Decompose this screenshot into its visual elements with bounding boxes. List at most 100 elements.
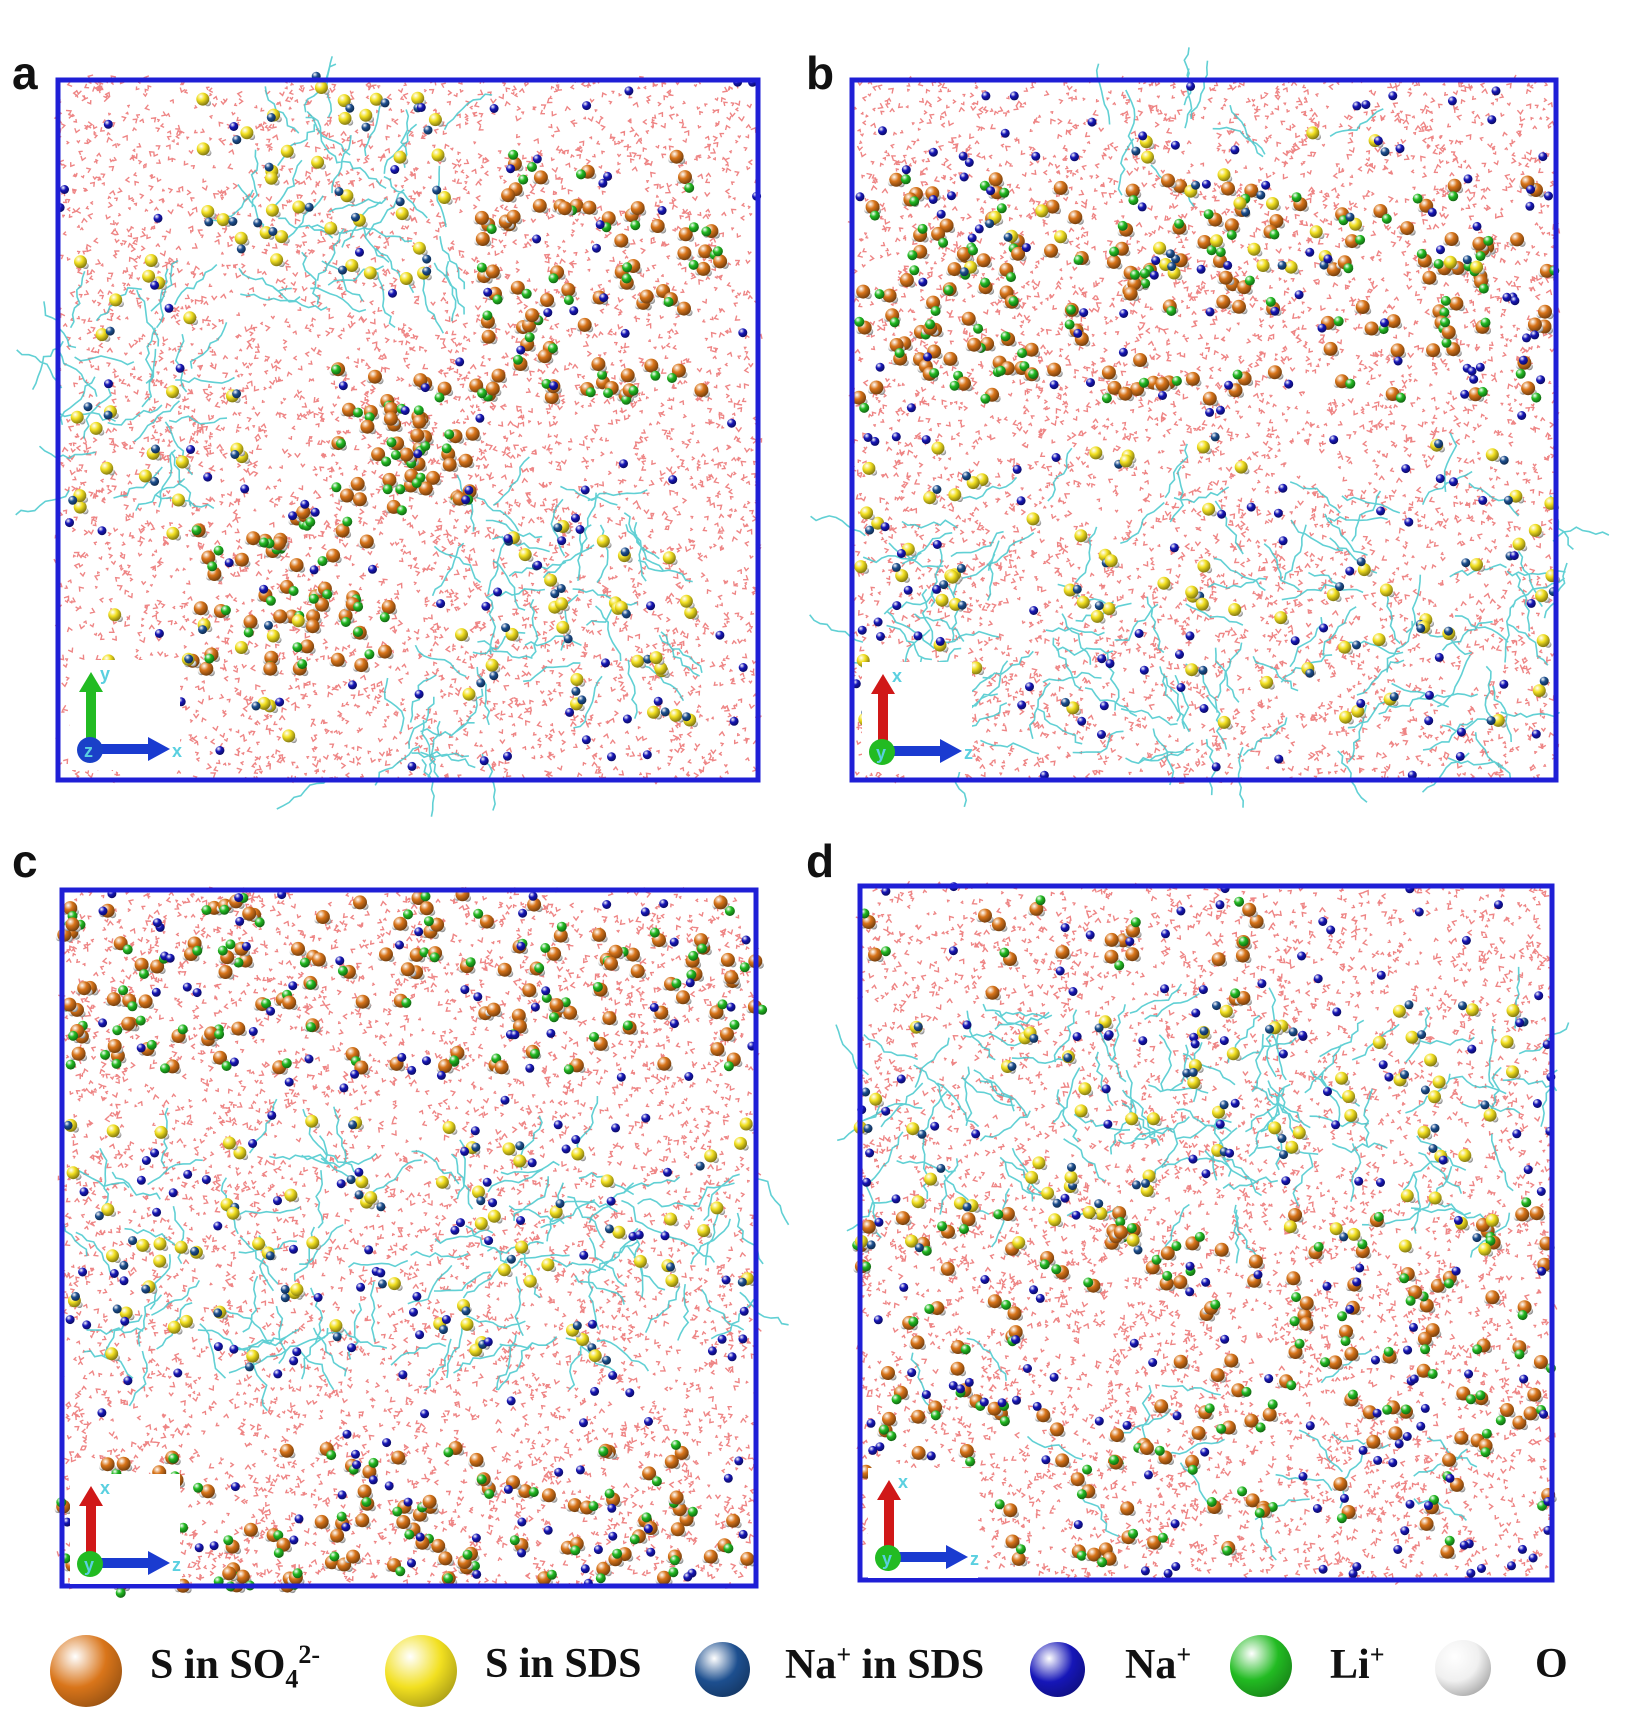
atom-s-so4 xyxy=(458,453,473,468)
axis-label-right: z xyxy=(970,1549,979,1569)
atom-s-sds xyxy=(306,1236,320,1250)
atom-li xyxy=(859,402,870,413)
atom-s-so4 xyxy=(1045,199,1060,214)
atom-na xyxy=(1519,1374,1529,1384)
atom-li xyxy=(1154,1445,1165,1456)
atom-na xyxy=(1199,704,1209,713)
atom-s-so4 xyxy=(1123,286,1138,301)
atom-li xyxy=(1244,275,1255,286)
atom-na xyxy=(964,1377,974,1387)
atom-na-sds xyxy=(1052,1198,1062,1208)
atom-li xyxy=(509,1535,520,1546)
atom-na xyxy=(959,172,969,182)
atom-s-so4 xyxy=(1441,325,1456,340)
atom-na xyxy=(580,1564,590,1574)
atom-na xyxy=(1329,435,1339,445)
axis-arrow-right xyxy=(92,744,152,754)
atom-na xyxy=(734,1456,744,1466)
atom-s-sds xyxy=(505,627,519,641)
atom-li xyxy=(1017,348,1028,359)
axis-label-right: x xyxy=(172,741,182,761)
atom-li xyxy=(530,1048,540,1059)
atom-na xyxy=(932,540,942,549)
atom-li xyxy=(1357,1239,1368,1250)
atom-li xyxy=(1171,376,1182,386)
atom-li xyxy=(1345,378,1356,389)
atom-s-sds xyxy=(109,293,123,307)
atom-li xyxy=(1130,269,1140,280)
atom-na xyxy=(234,893,244,903)
atom-s-so4 xyxy=(1029,901,1044,916)
atom-s-sds xyxy=(1405,1030,1419,1044)
atom-li xyxy=(1440,317,1451,328)
atom-na xyxy=(456,1218,465,1228)
atom-li xyxy=(1291,192,1302,203)
atom-li xyxy=(411,478,422,489)
atom-s-sds xyxy=(1104,554,1118,568)
atom-s-so4 xyxy=(1005,1534,1020,1549)
atom-li xyxy=(1320,1357,1331,1368)
atom-s-sds xyxy=(1351,704,1365,718)
atom-na xyxy=(592,243,601,253)
atom-na xyxy=(241,941,251,951)
atom-na-sds xyxy=(476,678,486,688)
atom-s-so4 xyxy=(1235,948,1250,963)
atom-s-so4 xyxy=(1521,381,1536,396)
atom-li xyxy=(1465,1394,1476,1405)
atom-na xyxy=(1536,1187,1546,1196)
atom-na xyxy=(1298,1472,1308,1481)
atom-li xyxy=(686,969,697,980)
atom-s-so4 xyxy=(1173,1275,1188,1289)
atom-li xyxy=(486,224,497,235)
atom-na xyxy=(1170,140,1180,150)
atom-s-so4 xyxy=(1125,947,1140,962)
atom-na xyxy=(1352,101,1362,111)
atom-na xyxy=(980,1275,990,1284)
atom-na-sds xyxy=(1420,1085,1430,1095)
atom-na xyxy=(1134,629,1144,638)
atom-na-sds xyxy=(1094,601,1104,611)
atom-na xyxy=(1138,1036,1148,1046)
atom-s-so4 xyxy=(1101,365,1116,380)
atom-na-sds xyxy=(395,197,405,207)
atom-s-so4 xyxy=(1050,1422,1064,1437)
atom-li xyxy=(342,516,353,527)
atom-na xyxy=(400,406,410,415)
atom-s-sds xyxy=(1458,1149,1472,1162)
atom-s-sds xyxy=(1197,559,1211,573)
atom-na xyxy=(1499,679,1509,689)
atom-na xyxy=(608,1531,618,1541)
atom-na xyxy=(727,1352,737,1362)
atom-na xyxy=(1191,1008,1201,1018)
atom-li xyxy=(1337,1311,1348,1322)
atom-li xyxy=(146,1039,157,1050)
atom-s-so4 xyxy=(1485,1290,1500,1305)
atom-s-sds xyxy=(1344,1109,1358,1122)
atom-li xyxy=(925,319,936,330)
atom-na xyxy=(420,383,430,393)
atom-li xyxy=(1151,1254,1162,1265)
atom-s-so4 xyxy=(557,201,572,216)
atom-na-sds xyxy=(190,1246,200,1256)
atom-na-sds xyxy=(1480,1100,1490,1110)
atom-s-sds xyxy=(1349,217,1362,231)
atom-li xyxy=(1035,895,1046,906)
atom-li xyxy=(1514,1349,1525,1360)
atom-li xyxy=(306,1022,316,1033)
atom-s-so4 xyxy=(1515,1207,1530,1222)
axis-label-up: x xyxy=(898,1472,908,1492)
atom-na xyxy=(865,1148,875,1158)
atom-na-sds xyxy=(253,218,263,228)
atom-s-so4 xyxy=(670,1522,685,1537)
atom-s-so4 xyxy=(664,1454,679,1469)
atom-na-sds xyxy=(1335,582,1345,592)
atom-s-sds xyxy=(142,269,156,283)
atom-s-sds xyxy=(154,1125,168,1139)
atom-s-sds xyxy=(1125,1112,1139,1126)
atom-na-sds xyxy=(304,202,314,212)
atom-na xyxy=(1176,906,1186,916)
atom-na xyxy=(928,195,938,204)
atom-li xyxy=(473,908,484,919)
atom-s-so4 xyxy=(193,601,208,616)
